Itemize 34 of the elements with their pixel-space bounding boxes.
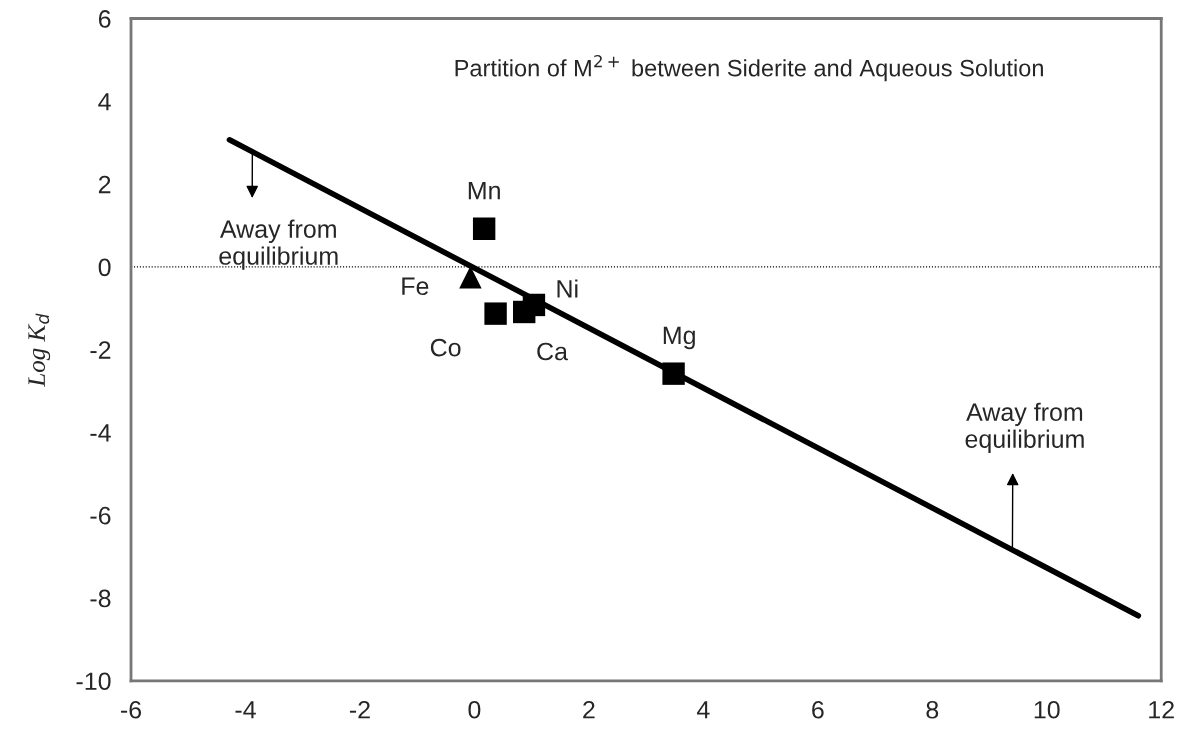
x-tick-label: 8 [926, 700, 939, 719]
x-tick-label: 10 [1034, 700, 1060, 719]
annotation: Away from equilibrium [965, 402, 1084, 453]
y-tick-label: 6 [98, 10, 111, 28]
y-tick-label: 4 [98, 93, 111, 111]
x-tick-label: 0 [468, 700, 481, 719]
x-tick-label: -4 [235, 701, 256, 719]
annotation: Ca [537, 342, 568, 361]
y-tick-label: 0 [98, 258, 111, 277]
x-tick-label: 6 [812, 700, 824, 719]
y-axis-title: Log K$_{d}$ [28, 313, 51, 387]
x-tick-label: 4 [696, 701, 710, 719]
annotation: Mg [663, 326, 695, 350]
annotation: Ni [557, 279, 578, 298]
y-tick-label: -2 [90, 341, 111, 359]
annotation: Away from equilibrium [219, 219, 338, 270]
y-tick-label: 2 [98, 175, 111, 194]
annotation: Co [430, 338, 461, 357]
y-tick-label: -10 [76, 672, 111, 691]
x-tick-label: -2 [349, 700, 370, 719]
annotation: Fe [402, 277, 429, 296]
point [522, 293, 546, 317]
point [472, 217, 496, 240]
y-tick-label: -4 [90, 424, 111, 442]
annotation: Mn [468, 181, 500, 200]
y-tick-label: -8 [90, 589, 111, 608]
point [662, 362, 685, 385]
point [459, 266, 482, 289]
y-tick-label: -6 [90, 506, 111, 525]
x-tick-label: 12 [1149, 700, 1174, 719]
x-tick-label: 2 [583, 700, 595, 719]
x-tick-label: -6 [121, 700, 142, 719]
point [484, 302, 507, 325]
text: Partition of M$^{2+}$ between Siderite and Aqueous Solution [455, 54, 1043, 82]
